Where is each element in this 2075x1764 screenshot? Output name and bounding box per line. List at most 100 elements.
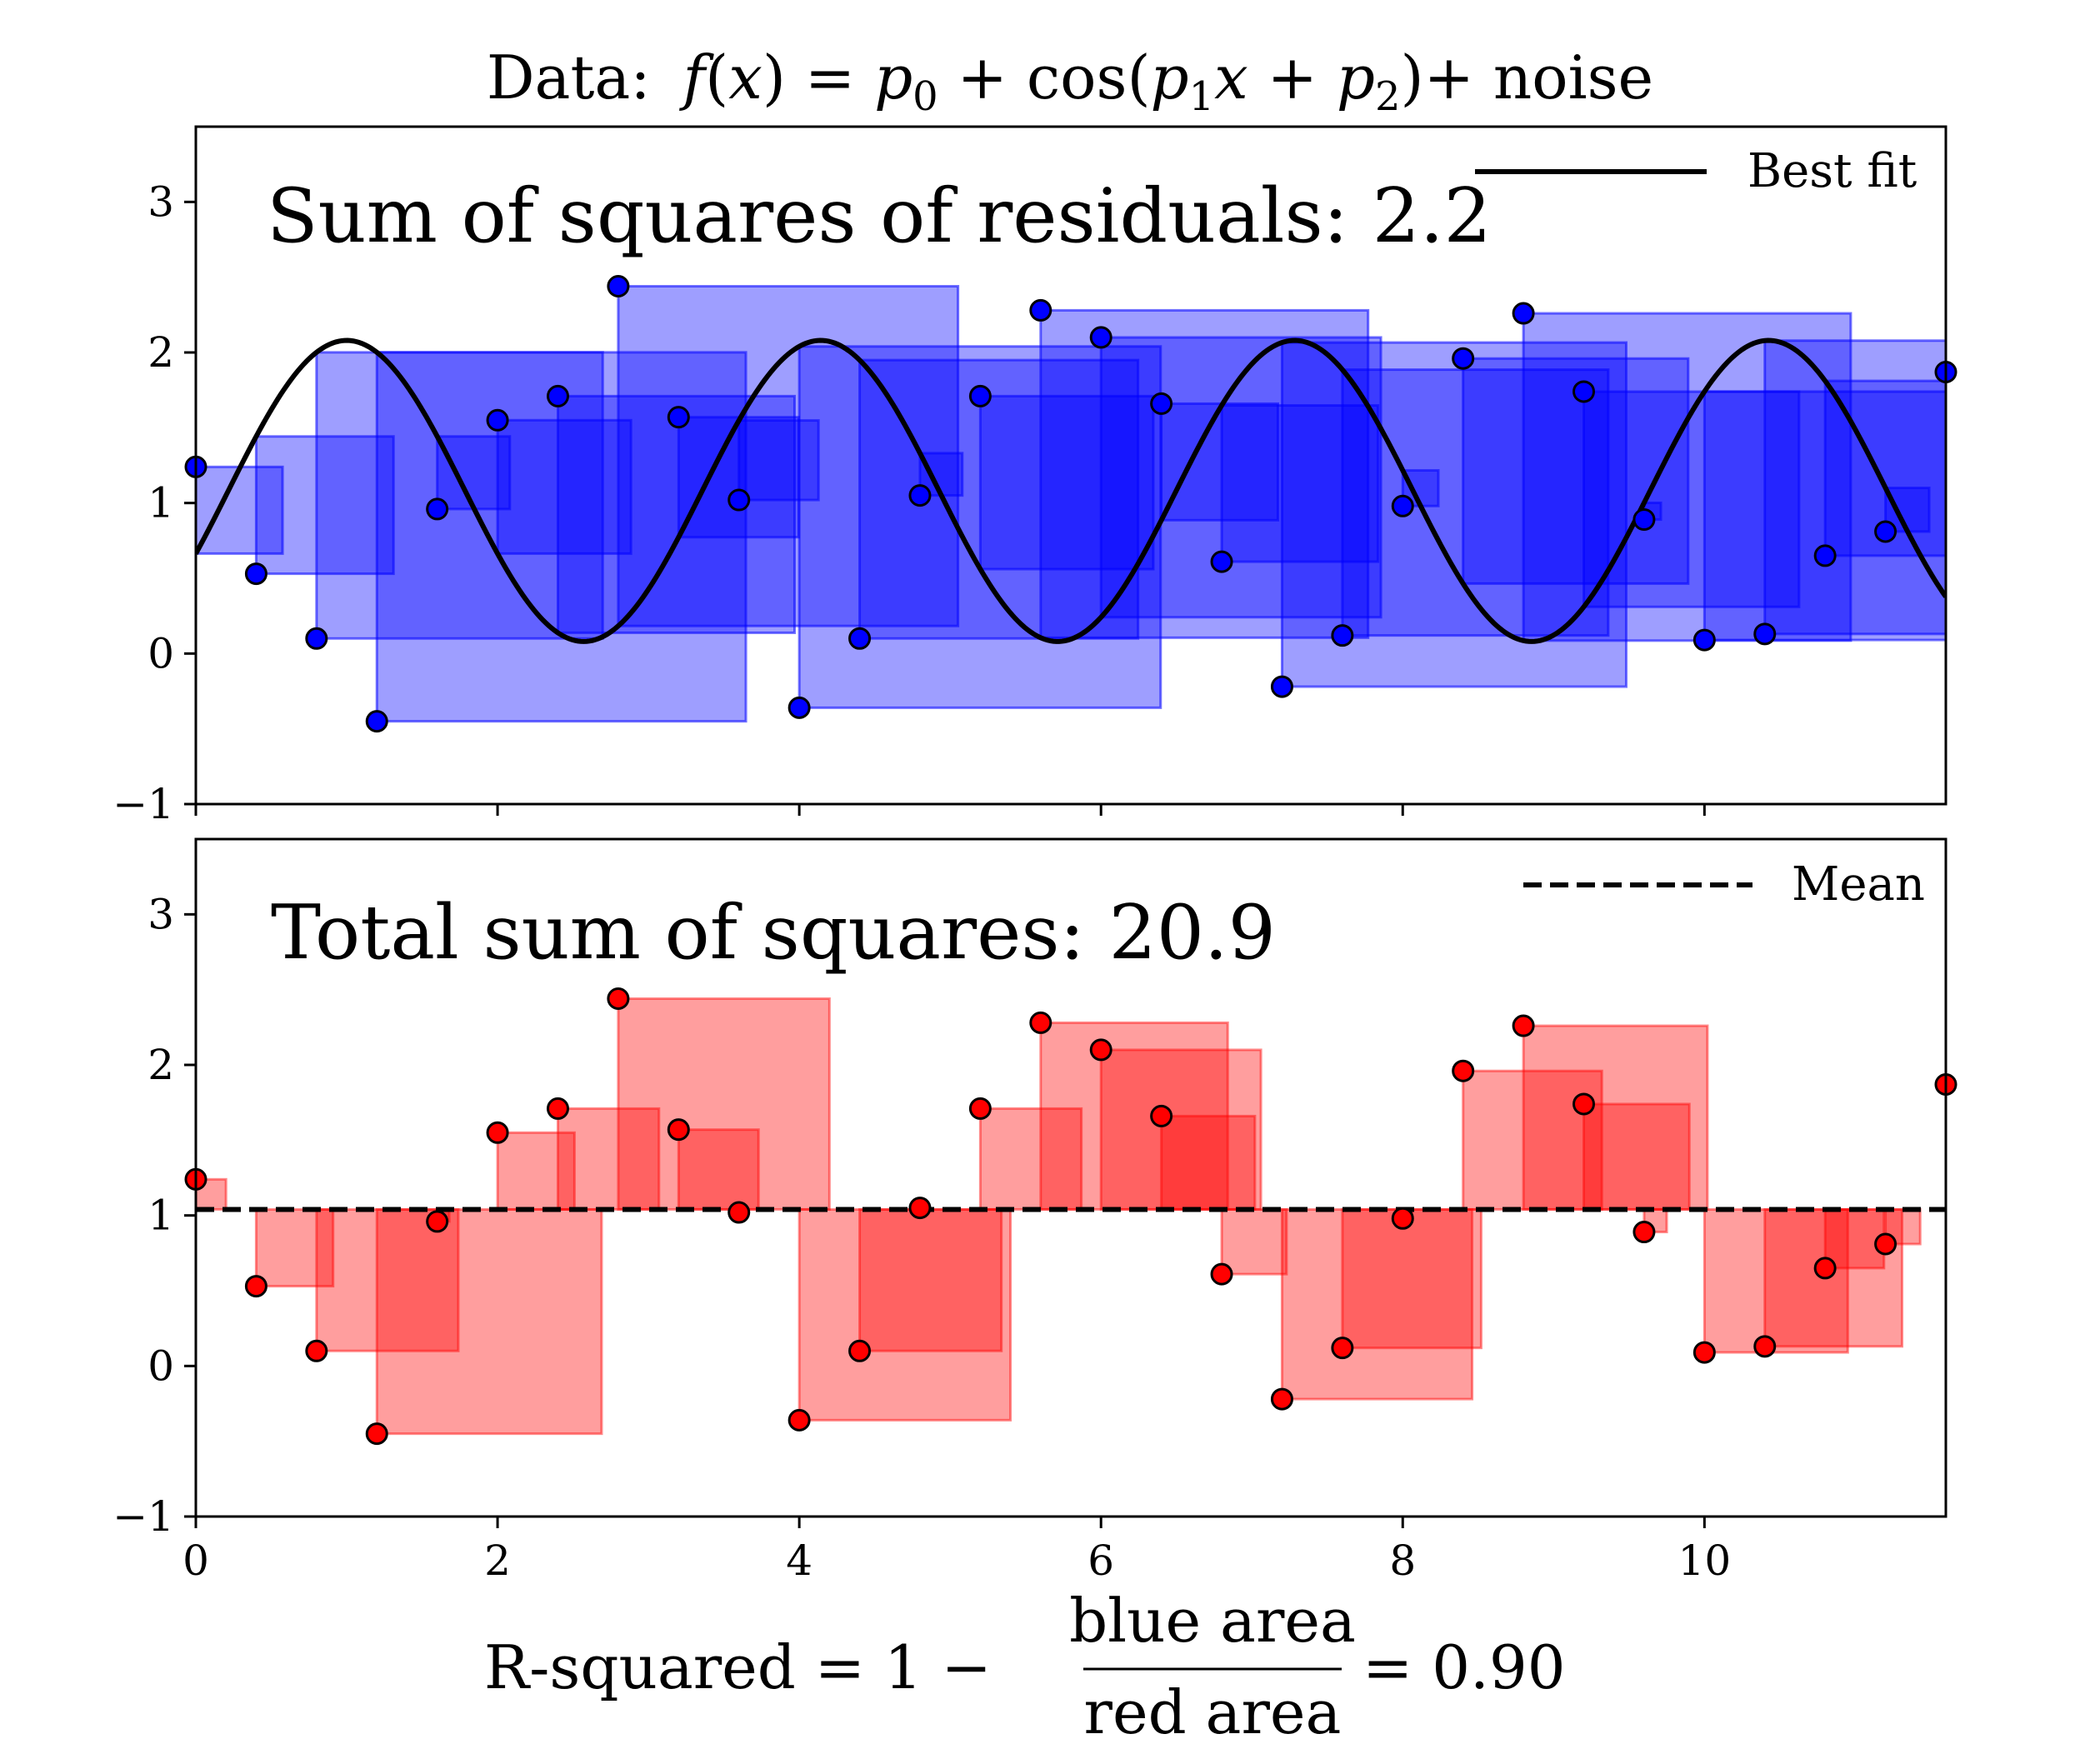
- r-squared-prefix: R-squared = 1 −: [484, 1632, 992, 1702]
- y-tick-label: 1: [148, 1192, 174, 1240]
- residual-square: [1220, 404, 1380, 563]
- total-square: [617, 997, 831, 1211]
- data-point: [788, 1408, 811, 1432]
- chart-title: Data: f(x) = p0 + cos(p1x + p2)+ noise: [487, 42, 1653, 120]
- y-tick-label: 3: [148, 177, 174, 226]
- total-square: [677, 1128, 760, 1211]
- residual-square: [1160, 402, 1280, 522]
- data-point: [1753, 1335, 1777, 1358]
- data-point: [1632, 508, 1656, 532]
- data-point: [1270, 675, 1293, 698]
- r-squared-denominator: red area: [1084, 1677, 1342, 1747]
- data-point: [607, 987, 630, 1011]
- data-point: [486, 408, 509, 432]
- total-square: [1944, 1082, 1946, 1211]
- data-point: [1210, 1262, 1233, 1286]
- data-point: [244, 1275, 268, 1298]
- x-tick-label: 4: [786, 1537, 812, 1585]
- y-tick-label: 1: [148, 479, 174, 527]
- data-point: [365, 1422, 388, 1446]
- mean-legend: Mean: [1523, 857, 1925, 912]
- total-square: [1220, 1207, 1288, 1276]
- data-point: [1874, 1232, 1898, 1256]
- data-point: [1210, 550, 1233, 573]
- total-squares: [196, 997, 1946, 1436]
- data-point: [1391, 494, 1414, 517]
- data-point: [546, 384, 569, 407]
- total-square: [556, 1107, 661, 1211]
- y-tick-label: −1: [112, 1492, 174, 1541]
- data-point: [1632, 1221, 1656, 1244]
- x-axis-label: R-squared = 1 − blue area red area = 0.9…: [484, 1586, 1566, 1747]
- legend-best-fit-label: Best fit: [1748, 144, 1918, 198]
- r-squared-numerator: blue area: [1069, 1586, 1356, 1656]
- data-point: [426, 497, 449, 521]
- residual-square: [858, 358, 1140, 640]
- residual-square: [556, 394, 797, 634]
- data-point: [1753, 622, 1777, 646]
- legend-mean-label: Mean: [1792, 857, 1925, 912]
- total-square: [1160, 1114, 1257, 1211]
- data-point: [1029, 298, 1052, 322]
- y-tick-label: 3: [148, 890, 174, 938]
- x-tick-label: 0: [182, 1537, 209, 1585]
- residual-square: [617, 285, 960, 627]
- data-point: [1089, 326, 1112, 349]
- data-point: [1512, 1014, 1535, 1037]
- data-point: [244, 562, 268, 586]
- residual-square: [1582, 390, 1801, 608]
- data-point: [1813, 1257, 1837, 1280]
- data-point: [365, 710, 388, 733]
- total-square: [1522, 1024, 1709, 1211]
- data-point: [1331, 624, 1354, 647]
- data-point: [1331, 1337, 1354, 1360]
- residual-square: [254, 435, 395, 576]
- data-point: [607, 275, 630, 298]
- r-squared-suffix: = 0.90: [1362, 1632, 1566, 1702]
- y-tick-label: 2: [148, 1041, 174, 1089]
- y-tick-label: 0: [148, 629, 174, 677]
- residual-square: [978, 394, 1155, 571]
- total-square: [1341, 1207, 1482, 1350]
- data-point: [1452, 1059, 1475, 1082]
- data-point: [1874, 520, 1898, 543]
- total-annotation: Total sum of squares: 20.9: [271, 889, 1276, 977]
- data-point: [1270, 1387, 1293, 1411]
- residual-square: [1039, 308, 1370, 639]
- residual-square: [738, 419, 820, 502]
- data-point: [426, 1210, 449, 1233]
- x-tick-label: 6: [1088, 1537, 1114, 1585]
- data-point: [1029, 1011, 1052, 1034]
- total-square: [798, 1207, 1012, 1422]
- residual-square: [1099, 336, 1382, 619]
- data-point: [968, 384, 992, 407]
- data-point: [1150, 1104, 1173, 1127]
- total-square: [858, 1207, 1003, 1352]
- residual-squares: [196, 285, 1946, 723]
- data-point: [1452, 347, 1475, 370]
- y-tick-label: −1: [112, 780, 174, 828]
- data-point: [728, 488, 751, 512]
- total-square: [254, 1207, 335, 1288]
- data-point: [1692, 1341, 1716, 1364]
- total-square: [1099, 1048, 1262, 1211]
- residuals-annotation: Sum of squares of residuals: 2.2: [267, 172, 1492, 260]
- y-tick-label: 2: [148, 328, 174, 377]
- data-point: [667, 1118, 690, 1142]
- data-point: [1089, 1038, 1112, 1062]
- data-point: [546, 1097, 569, 1120]
- x-tick-label: 2: [484, 1537, 511, 1585]
- residual-square: [496, 418, 632, 555]
- best-fit-curve: [196, 337, 1946, 644]
- data-point: [788, 696, 811, 719]
- residual-square: [1944, 370, 1946, 598]
- data-point: [1150, 392, 1173, 415]
- data-point: [1572, 1092, 1596, 1116]
- total-square: [1823, 1207, 1886, 1270]
- data-point: [1391, 1207, 1414, 1230]
- data-point: [908, 1197, 932, 1220]
- data-point: [486, 1121, 509, 1144]
